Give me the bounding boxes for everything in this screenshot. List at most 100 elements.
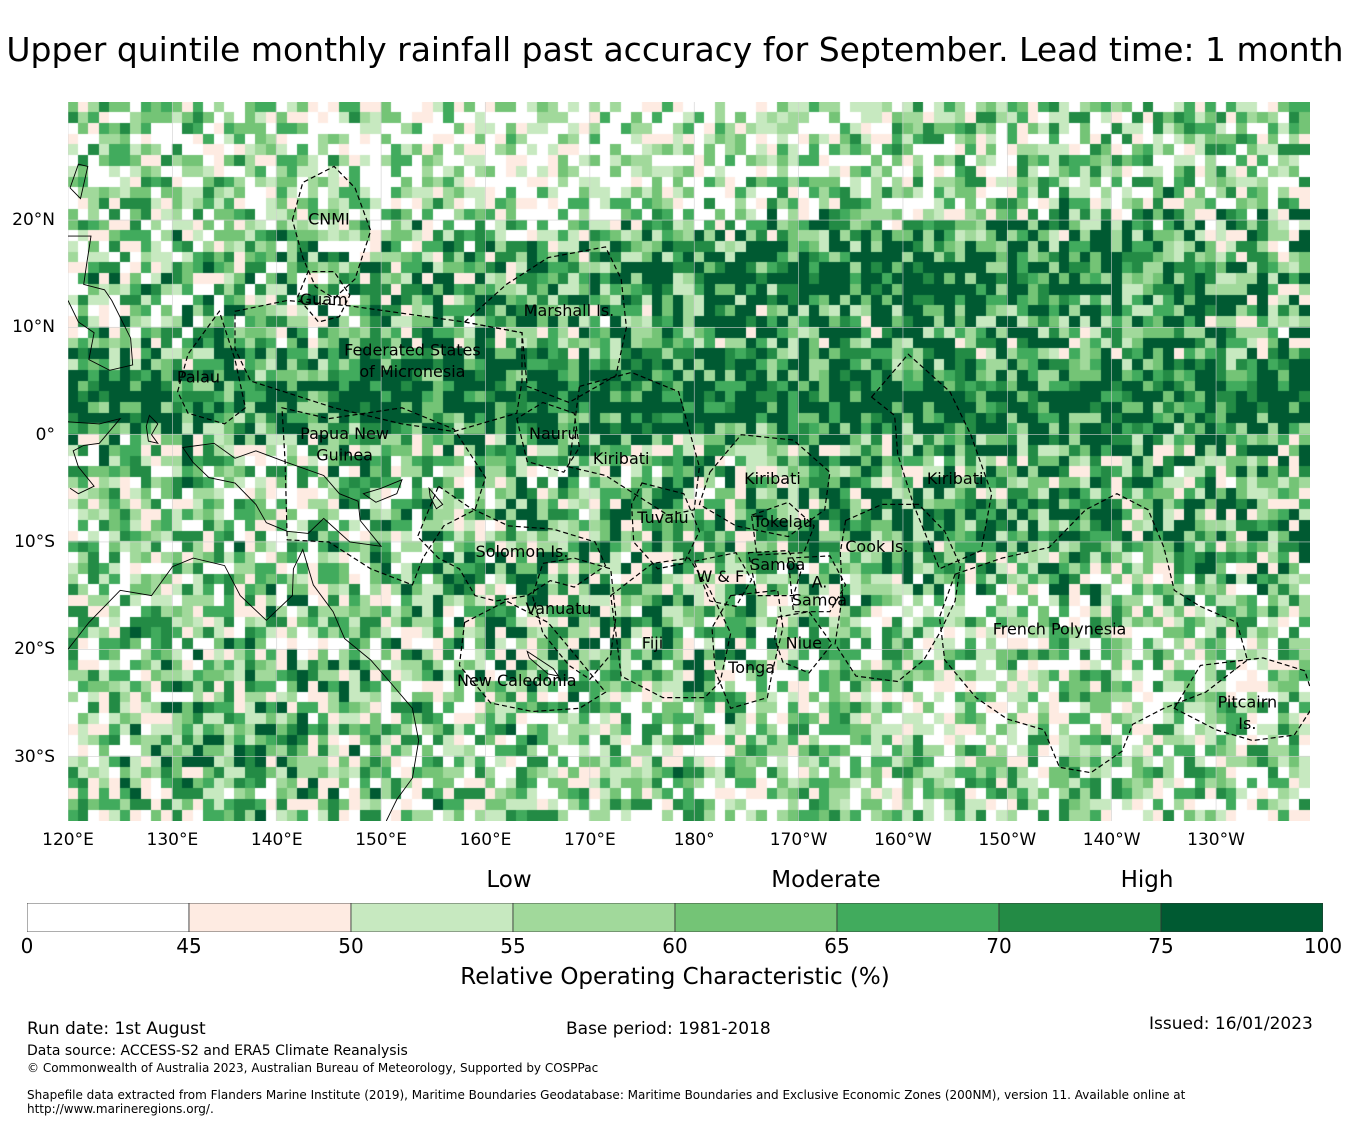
region-label: Kiribati [744,469,801,488]
eez-solomon [416,485,607,602]
region-label: Federated States [344,340,481,359]
eez-samoa [747,549,802,597]
colorbar-swatch [1160,903,1323,932]
colorbar-swatch [188,903,352,932]
colorbar-tick: 70 [986,934,1012,958]
region-label: W & F [696,567,744,586]
colorbar-tick: 100 [1303,934,1343,958]
longitude-tick: 130°W [1187,830,1245,850]
graticule [68,102,1310,821]
colorbar-swatch [674,903,838,932]
region-labels: CNMI Guam Marshall Is. Federated States of M… [177,210,1277,733]
colorbar [27,903,1323,932]
latitude-tick: 0° [35,424,55,445]
colorbar-swatch [998,903,1162,932]
eez-niue [773,611,833,674]
region-label: Nauru [529,424,578,443]
region-label: Tokelau [752,512,813,531]
coastline-taiwan [69,163,89,200]
region-label: Niue [786,633,822,652]
region-label: New Caledonia [457,671,577,690]
latitude-tick: 10°N [12,317,55,338]
run-date: Run date: 1st August [27,1019,206,1039]
category-high-label: High [1120,867,1174,893]
colorbar-swatch [836,903,1000,932]
latitude-tick: 30°S [14,746,55,767]
map-overlay: CNMI Guam Marshall Is. Federated States of M… [68,102,1310,821]
shapefile-url: http://www.marineregions.org/. [27,1102,214,1116]
colorbar-tick: 60 [662,934,688,958]
eez-tonga [711,589,784,710]
eez-png [281,407,487,586]
longitude-tick: 170°W [769,830,828,850]
coastline-philippines [68,235,134,371]
eez-pitcairn [1173,657,1310,742]
region-label: Tonga [727,658,775,677]
latitude-tick: 10°S [14,531,55,552]
longitude-tick: 170°E [563,830,616,850]
latitude-tick: 20°S [14,639,55,660]
coastline-sulawesi [68,417,122,495]
eez-new-caledonia [458,600,607,713]
shapefile-credit: Shapefile data extracted from Flanders M… [27,1088,1186,1102]
coastline-australia [68,548,420,821]
region-label: Papua New [300,424,389,443]
region-label: Marshall Is. [524,301,615,320]
copyright-notice: © Commonwealth of Australia 2023, Austra… [27,1061,599,1075]
roc-raster-layer [68,102,1310,821]
colorbar-swatch [350,903,514,932]
region-label: Pitcairn [1218,692,1278,711]
map-title: Upper quintile monthly rainfall past acc… [6,30,1344,69]
coastline-new-britain [362,478,403,503]
region-label: Palau [177,367,220,386]
longitude-tick: 160°E [459,830,512,850]
coastline-new-caledonia [526,650,560,677]
category-low-label: Low [486,867,532,893]
region-label: Samoa [792,591,847,610]
coastline-halmahera [145,414,159,445]
region-label: Kiribati [927,469,984,488]
eez-palau [176,309,247,425]
eez-vanuatu [531,557,617,681]
category-moderate-label: Moderate [771,867,881,893]
rainfall-accuracy-map: CNMI Guam Marshall Is. Federated States of M… [68,102,1310,821]
coastlines [68,163,560,821]
eez-kiribati-line [870,353,993,570]
eez-fsm [234,299,523,433]
eez-cnmi [291,165,372,300]
region-label: Is. [1238,714,1256,733]
data-source: Data source: ACCESS-S2 and ERA5 Climate … [27,1043,408,1059]
eez-wallis-futuna [693,552,753,608]
region-label: French Polynesia [993,619,1127,638]
eez-kiribati-gilbert [568,371,701,516]
eez-marshall [463,246,628,404]
region-label: Guam [300,290,348,309]
longitude-tick: 130°E [146,830,199,850]
base-period: Base period: 1981-2018 [566,1019,771,1039]
eez-cook [834,503,962,683]
latitude-tick: 20°N [12,210,55,231]
colorbar-tick: 0 [20,934,34,958]
eez-french-polynesia [938,493,1249,774]
colorbar-tick: 50 [338,934,364,958]
region-label: Solomon Is. [476,542,569,561]
eez-american-samoa [787,555,847,613]
colorbar-tick: 45 [176,934,202,958]
longitude-tick: 150°E [355,830,407,850]
colorbar-swatch [512,903,676,932]
region-label: Fiji [642,633,663,652]
region-label: of Micronesia [359,362,465,381]
region-label: CNMI [308,210,350,229]
coastline-new-guinea [182,442,383,547]
region-label: Cook Is. [845,537,908,556]
region-label: Guinea [316,446,373,465]
eez-guam [296,271,351,323]
colorbar-tick: 55 [500,934,526,958]
colorbar-tick: 75 [1148,934,1174,958]
region-label: A. [812,572,828,591]
longitude-tick: 120°E [42,830,94,850]
eez-kiribati-phoenix [698,434,831,538]
issued-date: Issued: 16/01/2023 [1149,1014,1313,1034]
eez-tokelau [750,501,815,556]
longitude-tick: 180° [673,830,715,850]
